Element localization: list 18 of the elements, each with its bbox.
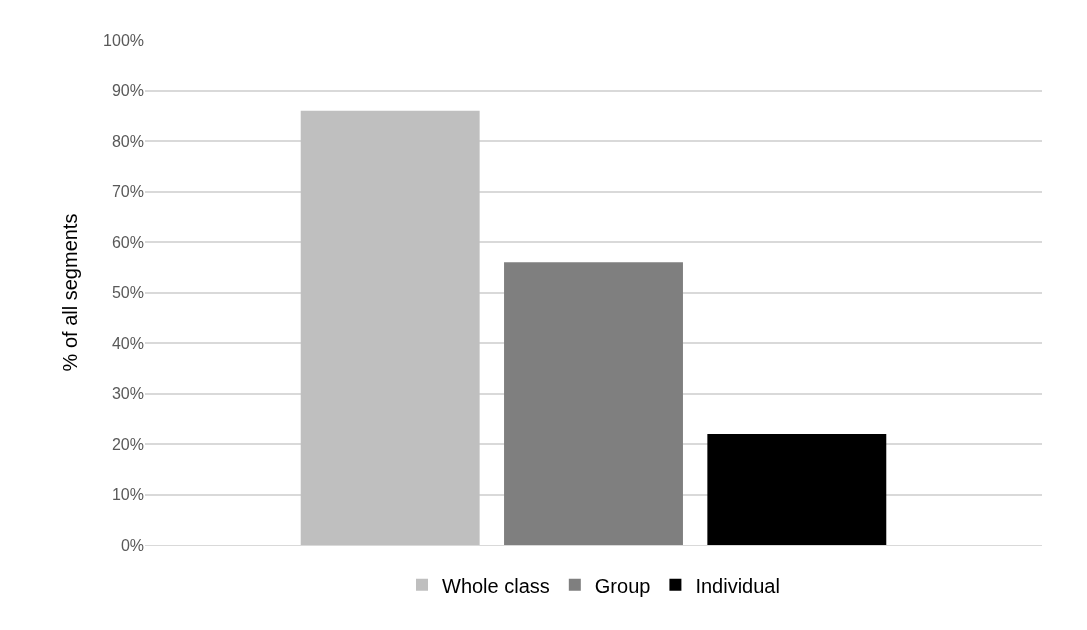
y-tick-label: 70% <box>111 183 144 201</box>
y-tick-label: 30% <box>111 385 144 403</box>
bar <box>300 110 480 545</box>
legend-label: Group <box>594 574 651 597</box>
y-tick-label: 20% <box>111 435 144 453</box>
bar <box>504 262 683 545</box>
y-tick-label: 50% <box>111 284 144 302</box>
y-tick-label: 60% <box>111 233 144 251</box>
bar <box>707 433 887 545</box>
y-tick-label: 80% <box>111 132 144 150</box>
y-tick-label: 40% <box>111 334 144 352</box>
legend-label: Individual <box>695 574 780 597</box>
y-axis-title: % of all segments <box>58 213 81 372</box>
y-tick-label: 100% <box>103 31 144 49</box>
y-tick-label: 0% <box>120 536 144 554</box>
legend-label: Whole class <box>442 574 550 597</box>
y-tick-label: 90% <box>111 82 144 100</box>
y-tick-label: 10% <box>111 486 144 504</box>
